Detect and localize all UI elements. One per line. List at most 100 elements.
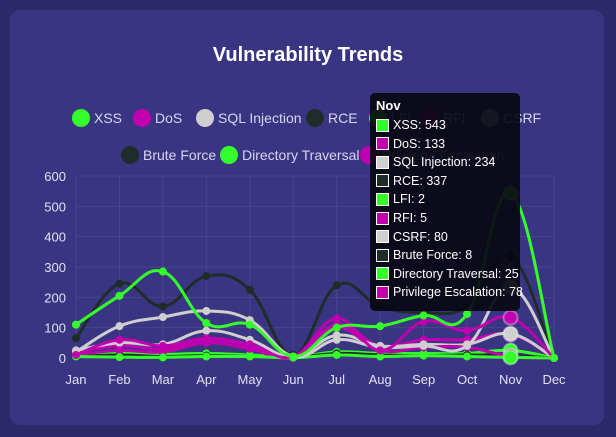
data-point-lfi-apr [202, 352, 211, 361]
data-point-sql-injection-jul [332, 335, 341, 344]
tooltip-text: Privilege Escalation: 78 [393, 285, 523, 300]
legend-swatch [306, 109, 324, 127]
data-point-dos-mar [158, 341, 167, 350]
legend-label: Directory Traversal [242, 147, 360, 163]
tooltip-text: LFI: 2 [393, 192, 425, 207]
legend-item-sql-injection[interactable]: SQL Injection [196, 109, 302, 127]
series-line-lfi [74, 353, 556, 360]
tooltip-swatch [376, 230, 389, 244]
data-point-sql-injection-mar [158, 313, 167, 322]
legend-item-xss[interactable]: XSS [72, 109, 122, 127]
tooltip-row: Brute Force: 8 [376, 248, 472, 262]
legend-label: DoS [155, 110, 183, 126]
data-point-rce-feb [115, 279, 124, 288]
tooltip-text: RCE: 337 [393, 173, 448, 188]
legend-item-brute-force[interactable]: Brute Force [121, 146, 216, 164]
tooltip-text: RFI: 5 [393, 211, 428, 225]
data-point-xss-apr [202, 319, 211, 328]
legend-label: Brute Force [143, 147, 217, 163]
y-tick-label: 100 [44, 321, 66, 336]
legend-label: RCE [328, 110, 358, 126]
data-point-csrf-nov [502, 325, 519, 342]
data-point-xss-jul [332, 323, 341, 332]
data-point-xss-oct [463, 310, 472, 319]
x-tick-label: Dec [542, 372, 566, 387]
data-point-rfi-feb [115, 346, 124, 355]
tooltip-swatch [376, 155, 389, 169]
tooltip-row: RFI: 5 [376, 211, 427, 225]
tooltip-title: Nov [376, 98, 401, 113]
x-tick-label: Nov [499, 372, 523, 387]
data-point-rce-mar [158, 302, 167, 311]
y-tick-label: 200 [44, 290, 66, 305]
data-point-dos-apr [202, 334, 211, 343]
x-tick-label: Jul [328, 372, 345, 387]
y-tick-label: 400 [44, 230, 66, 245]
tooltip-row: CSRF: 80 [376, 230, 448, 244]
data-point-dos-jan [72, 350, 80, 359]
tooltip-text: SQL Injection: 234 [393, 155, 496, 170]
x-tick-label: May [238, 372, 263, 387]
tooltip-swatch [376, 192, 389, 206]
tooltip-text: XSS: 543 [393, 118, 446, 132]
legend-item-rce[interactable]: RCE [306, 109, 358, 127]
data-point-dos-aug [376, 346, 385, 355]
tooltip-row: SQL Injection: 234 [376, 155, 495, 169]
data-point-lfi-mar [158, 353, 167, 362]
tooltip-row: LFI: 2 [376, 192, 425, 206]
data-point-xss-mar [158, 267, 167, 276]
legend-swatch [121, 146, 139, 164]
data-point-xss-sep [419, 311, 428, 320]
x-tick-label: Jan [66, 372, 87, 387]
data-point-rce-jul [332, 281, 341, 290]
legend-swatch [196, 109, 214, 127]
tooltip-text: Directory Traversal: 25 [393, 266, 519, 281]
y-tick-label: 500 [44, 199, 66, 214]
data-point-sql-injection-apr [202, 306, 211, 315]
data-point-dos-may [245, 340, 254, 349]
tooltip-text: CSRF: 80 [393, 229, 448, 244]
tooltip-swatch [376, 267, 389, 281]
data-point-lfi-aug [376, 352, 385, 361]
legend-swatch [220, 146, 238, 164]
tooltip-swatch [376, 174, 389, 188]
tooltip-row: Privilege Escalation: 78 [376, 285, 523, 299]
legend-swatch [133, 109, 151, 127]
y-tick-label: 300 [44, 260, 66, 275]
series-line-rfi [74, 326, 556, 360]
data-point-rce-jan [72, 334, 80, 343]
data-point-xss-may [245, 320, 254, 329]
data-point-xss-aug [376, 322, 385, 331]
data-point-rce-may [245, 285, 254, 294]
data-point-lfi-oct [463, 352, 472, 361]
data-point-sql-injection-feb [115, 322, 124, 331]
x-tick-label: Oct [457, 372, 478, 387]
data-point-dos-oct [463, 326, 472, 335]
tooltip-row: Directory Traversal: 25 [376, 267, 519, 281]
data-point-lfi-jul [332, 350, 341, 359]
legend-item-directory-traversal[interactable]: Directory Traversal [220, 146, 359, 164]
data-point-lfi-may [245, 352, 254, 361]
legend-label: SQL Injection [218, 110, 302, 126]
tooltip-text: Brute Force: 8 [393, 248, 473, 263]
data-point-dos-nov [502, 309, 519, 326]
data-point-csrf-apr [202, 326, 211, 335]
legend-swatch [72, 109, 90, 127]
data-point-lfi-feb [115, 353, 124, 362]
data-point-dos-sep [419, 317, 428, 326]
x-tick-label: Mar [152, 372, 175, 387]
data-point-sql-injection-oct [463, 341, 472, 350]
tooltip-swatch [376, 211, 389, 225]
legend-item-dos[interactable]: DoS [133, 109, 182, 127]
data-point-xss-feb [115, 291, 124, 300]
x-tick-label: Apr [196, 372, 217, 387]
x-tick-label: Aug [369, 372, 392, 387]
tooltip-swatch [376, 248, 389, 262]
y-tick-label: 0 [59, 351, 66, 366]
data-point-xss-jun [289, 352, 298, 361]
data-point-sql-injection-sep [419, 341, 428, 350]
data-point-xss-dec [550, 354, 558, 362]
data-point-lfi-nov [502, 349, 519, 366]
data-point-xss-jan [72, 320, 80, 329]
